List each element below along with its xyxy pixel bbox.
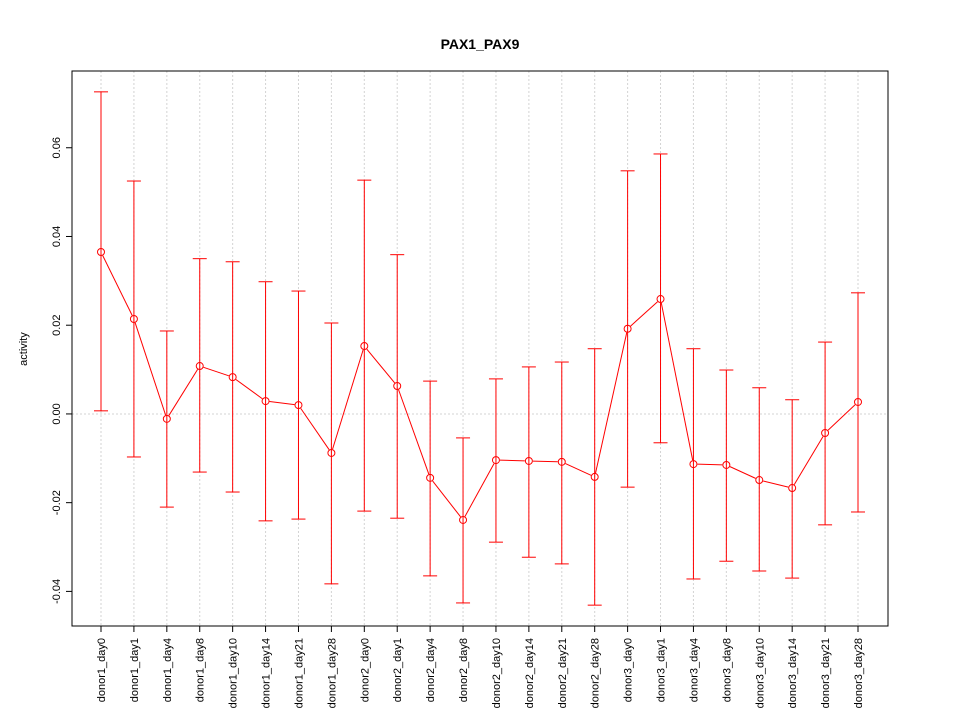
x-tick-label: donor1_day4	[162, 638, 174, 702]
x-tick-label: donor2_day8	[458, 638, 470, 702]
series-line-segment	[300, 408, 330, 450]
grid	[72, 71, 888, 626]
series-line-segment	[660, 302, 694, 461]
data-point	[491, 456, 500, 465]
series-line-segment	[532, 460, 558, 463]
series-line-segment	[827, 404, 856, 431]
data-point	[129, 314, 138, 323]
y-tick-label: 0.04	[51, 226, 63, 247]
series-line-segment	[763, 480, 789, 488]
x-tick-label: donor1_day8	[195, 638, 207, 702]
x-tick-label: donor2_day21	[557, 638, 569, 708]
x-tick-label: donor1_day10	[228, 638, 240, 708]
x-tick-label: donor3_day10	[754, 638, 766, 708]
x-axis: donor1_day0 donor1_day1 donor1_day4 donor1_…	[96, 625, 865, 708]
data-point	[689, 460, 698, 469]
y-tick-label: -0.04	[51, 579, 63, 604]
x-tick-label: donor3_day8	[721, 638, 733, 702]
data-point	[722, 460, 731, 469]
x-tick-label: donor3_day14	[787, 638, 799, 708]
x-tick-label: donor3_day1	[656, 638, 668, 702]
y-tick-label: -0.02	[51, 490, 63, 515]
x-tick-label: donor1_day1	[129, 638, 141, 702]
series-line-segment	[102, 255, 133, 316]
y-axis: -0.04 -0.02 0.00 0.02 0.04 0.06	[51, 137, 73, 604]
data-point	[590, 472, 599, 481]
x-tick-label: donor3_day28	[853, 638, 865, 708]
x-tick-label: donor2_day14	[524, 638, 536, 708]
x-tick-label: donor2_day0	[359, 638, 371, 702]
series-line-segment	[464, 463, 495, 517]
x-tick-label: donor2_day28	[590, 638, 602, 708]
series-line-segment	[168, 369, 199, 416]
data-point	[162, 414, 171, 423]
series-line-segment	[332, 349, 364, 450]
data-point	[327, 448, 336, 457]
series-line-segment	[697, 463, 723, 466]
data-point	[228, 373, 237, 382]
x-tick-label: donor1_day0	[96, 638, 108, 702]
x-tick-label: donor3_day21	[820, 638, 832, 708]
series-line-segment	[269, 401, 295, 406]
x-tick-label: donor3_day0	[623, 638, 635, 702]
data-point	[426, 473, 435, 482]
y-tick-label: 0.00	[51, 403, 63, 424]
series-line-segment	[499, 459, 525, 462]
x-tick-label: donor2_day1	[392, 638, 404, 702]
data-point	[261, 397, 270, 406]
data-point	[360, 342, 369, 351]
series-line-segment	[235, 379, 263, 400]
series-line-segment	[630, 301, 658, 327]
series-line-segment	[729, 466, 756, 479]
data-point	[557, 457, 566, 466]
data-point	[294, 401, 303, 410]
data-point	[788, 484, 797, 493]
data-point	[195, 362, 204, 371]
series-line-segment	[134, 322, 167, 416]
marks	[94, 91, 865, 606]
y-axis-label: activity	[18, 332, 30, 366]
data-point	[524, 456, 533, 465]
data-point	[459, 515, 468, 524]
data-point	[97, 248, 105, 257]
series-line-segment	[366, 348, 396, 384]
series-line-segment	[565, 463, 592, 476]
series-line-segment	[203, 366, 230, 377]
chart-title: PAX1_PAX9	[441, 36, 520, 52]
x-tick-label: donor1_day14	[261, 638, 273, 708]
y-tick-label: 0.06	[51, 137, 63, 158]
series-line-segment	[793, 436, 824, 485]
data-point	[755, 476, 764, 485]
x-tick-label: donor1_day28	[326, 638, 338, 708]
data-point	[623, 324, 632, 333]
data-point	[821, 429, 830, 438]
series-line-segment	[432, 480, 461, 518]
data-point	[656, 295, 665, 304]
data-point	[854, 397, 862, 406]
x-tick-label: donor3_day4	[688, 638, 700, 702]
series-line-segment	[398, 389, 430, 475]
x-tick-label: donor2_day4	[425, 638, 437, 702]
series-line-segment	[595, 332, 628, 474]
plot-frame	[71, 70, 889, 627]
y-tick-label: 0.02	[51, 314, 63, 335]
data-point	[393, 381, 402, 390]
x-tick-label: donor1_day21	[293, 638, 305, 708]
x-tick-label: donor2_day10	[491, 638, 503, 708]
